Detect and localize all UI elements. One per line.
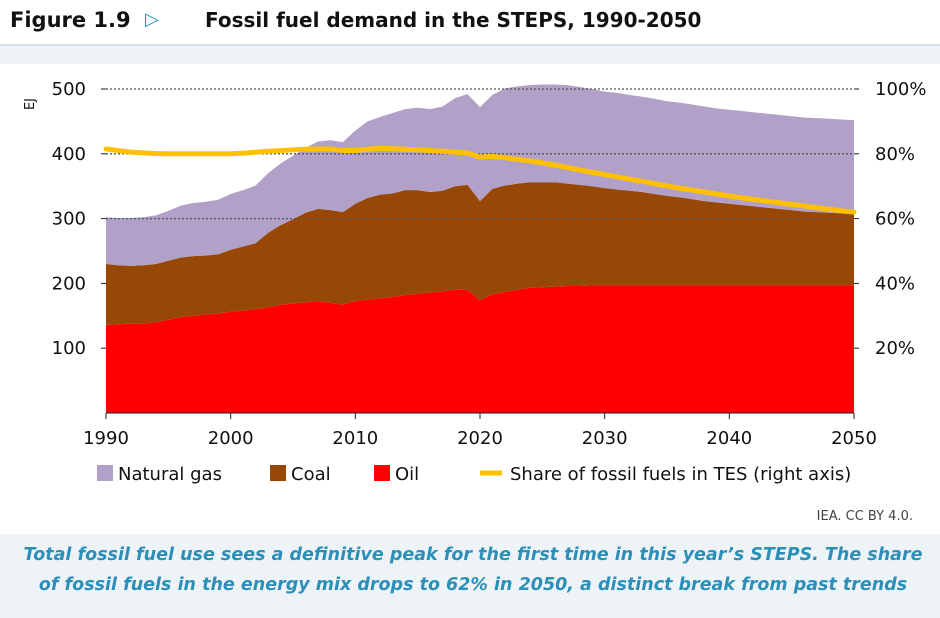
- caption-line-2: of fossil fuels in the energy mix drops …: [38, 575, 908, 595]
- legend-swatch-coal: [270, 465, 286, 481]
- legend-label-coal: Coal: [291, 464, 331, 485]
- line-share-of-fossil-fuels: [103, 145, 857, 215]
- play-outline-icon: ▷: [145, 9, 159, 29]
- caption-line-1: Total fossil fuel use sees a definitive …: [23, 545, 923, 565]
- share-line-layer: [103, 145, 857, 215]
- y2-tick-label: 100%: [875, 79, 926, 100]
- x-tick-label: 2050: [831, 428, 877, 449]
- y2-tick-label: 60%: [875, 209, 915, 230]
- legend-label-share-of-fossil-fuels-in-tes-right-axis: Share of fossil fuels in TES (right axis…: [510, 464, 851, 485]
- figure-title: Fossil fuel demand in the STEPS, 1990-20…: [205, 8, 702, 32]
- axes-layer: 100 200 300 400 500 EJ 20% 40% 60% 80% 100% 1990 200…: [23, 79, 926, 449]
- area-series-layer: [106, 84, 854, 413]
- area-oil: [106, 285, 854, 413]
- x-tick-label: 2010: [332, 428, 378, 449]
- figure-header: Figure 1.9 ▷ Fossil fuel demand in the S…: [0, 0, 940, 46]
- x-tick-label: 2040: [706, 428, 752, 449]
- y2-tick-label: 80%: [875, 144, 915, 165]
- source-credit: IEA. CC BY 4.0.: [817, 509, 913, 524]
- y2-tick-label: 40%: [875, 273, 915, 294]
- figure-caption: Total fossil fuel use sees a definitive …: [18, 540, 928, 600]
- y2-tick-label: 20%: [875, 338, 915, 359]
- y-tick-label: 500: [52, 79, 86, 100]
- area-natural-gas: [106, 84, 854, 266]
- y-tick-label: 400: [52, 144, 86, 165]
- y-tick-label: 100: [52, 338, 86, 359]
- figure-number: Figure 1.9: [10, 8, 131, 32]
- legend-label-natural-gas: Natural gas: [118, 464, 222, 485]
- x-tick-label: 2030: [582, 428, 628, 449]
- chart-panel: 100 200 300 400 500 EJ 20% 40% 60% 80% 100% 1990 200…: [0, 64, 940, 534]
- x-tick-label: 2000: [208, 428, 254, 449]
- fossil-fuel-chart: 100 200 300 400 500 EJ 20% 40% 60% 80% 100% 1990 200…: [23, 79, 926, 524]
- y-axis-unit: EJ: [23, 98, 38, 110]
- legend-label-oil: Oil: [395, 464, 419, 485]
- legend-swatch-natural-gas: [97, 465, 113, 481]
- legend-swatch-oil: [374, 465, 390, 481]
- x-tick-label: 2020: [457, 428, 503, 449]
- x-tick-label: 1990: [83, 428, 129, 449]
- legend: Natural gas Coal Oil Share of fossil fuels …: [97, 464, 851, 485]
- y-tick-label: 300: [52, 209, 86, 230]
- y-tick-label: 200: [52, 273, 86, 294]
